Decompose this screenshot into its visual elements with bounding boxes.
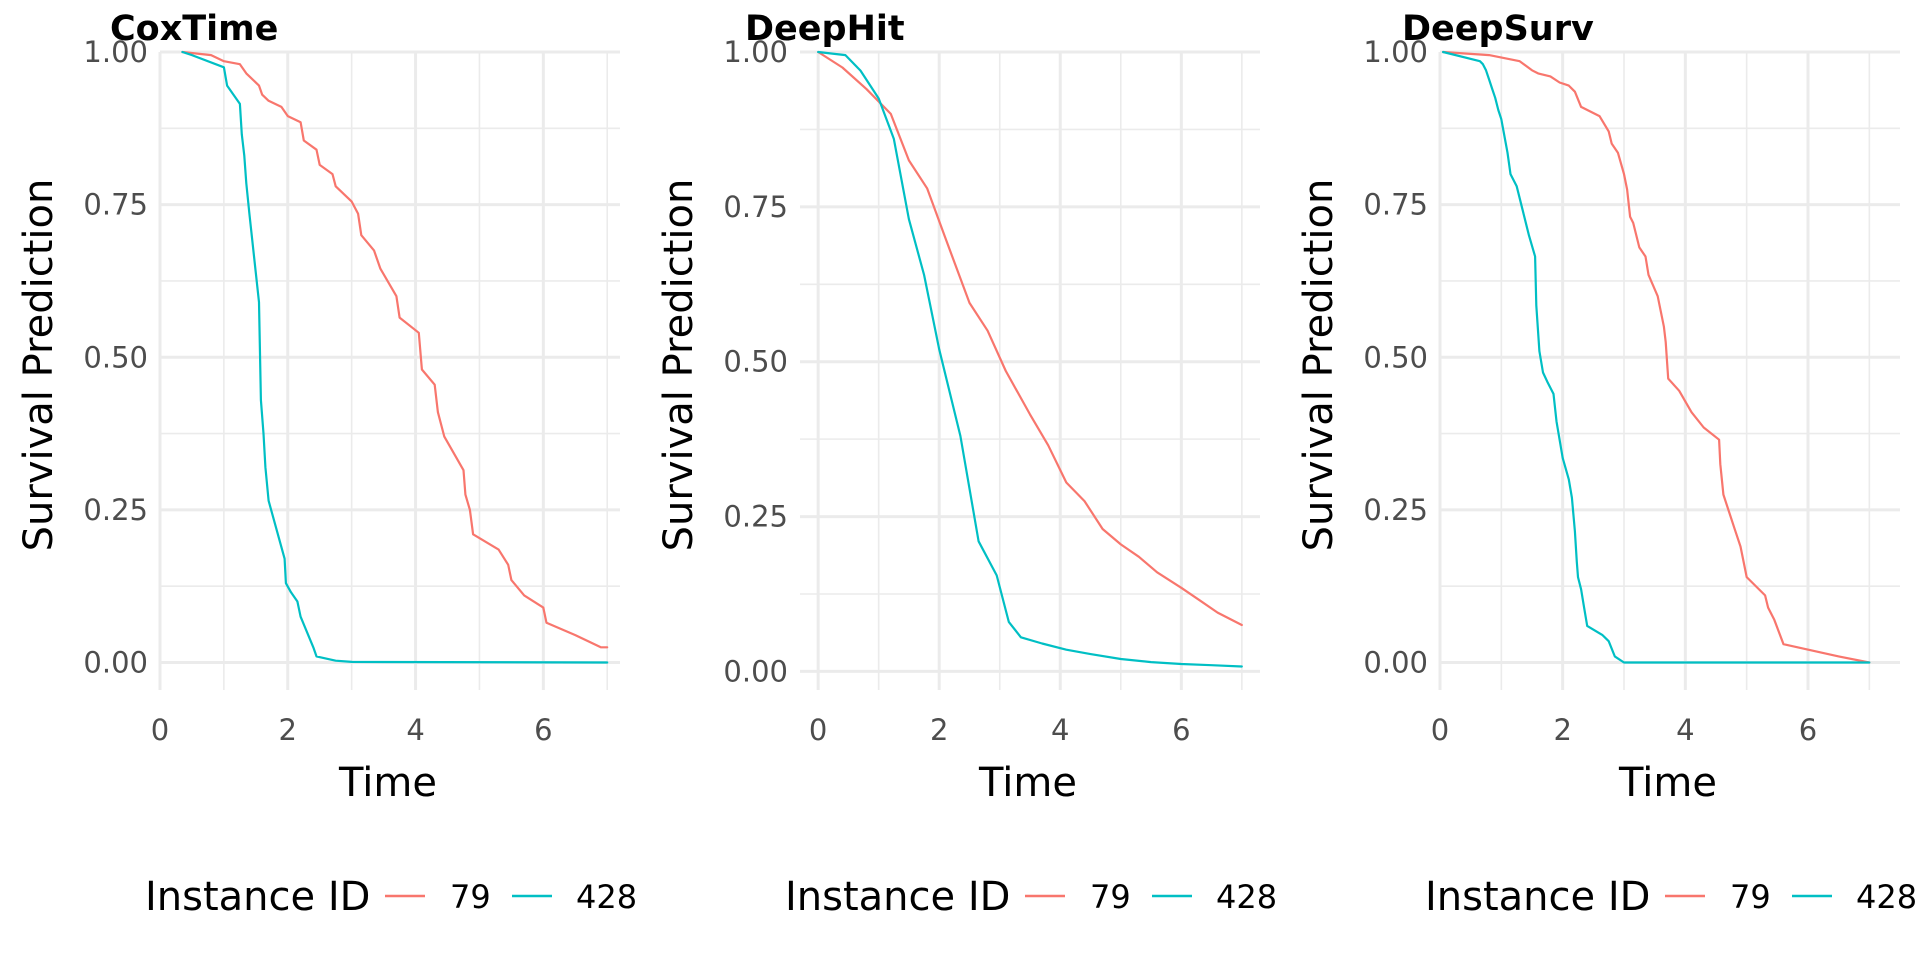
- legend-title: Instance ID: [145, 874, 370, 920]
- panel-deepsurv: 0.00 0.25 0.50 0.75 1.00 0 2 4 6 DeepSurv Survi…: [1296, 9, 1917, 920]
- legend: Instance ID 79 428: [785, 874, 1277, 920]
- x-axis-title: Time: [338, 760, 437, 806]
- series-line-428: [181, 50, 609, 664]
- y-tick-label: 0.00: [1363, 646, 1428, 680]
- series-line-79: [817, 50, 1243, 627]
- legend-label-79: 79: [450, 878, 491, 916]
- y-axis-title: Survival Prediction: [1296, 179, 1342, 552]
- y-tick-label: 1.00: [1363, 35, 1428, 69]
- legend-label-79: 79: [1090, 878, 1131, 916]
- x-tick-label: 0: [809, 713, 827, 747]
- series-line-79: [181, 50, 609, 649]
- series-lines: [817, 50, 1243, 668]
- panel-coxtime: 0.00 0.25 0.50 0.75 1.00 0 2 4 6 CoxTime Surviv…: [16, 9, 637, 920]
- y-tick-label: 0.25: [1363, 493, 1428, 527]
- grid-lines: [800, 50, 1260, 690]
- legend-title: Instance ID: [1425, 874, 1650, 920]
- x-axis-title: Time: [978, 760, 1077, 806]
- x-tick-label: 4: [1051, 713, 1069, 747]
- x-tick-labels: 0 2 4 6: [151, 713, 553, 747]
- x-tick-label: 2: [1553, 713, 1571, 747]
- x-tick-label: 0: [1431, 713, 1449, 747]
- x-tick-labels: 0 2 4 6: [809, 713, 1191, 747]
- x-tick-label: 6: [1172, 713, 1190, 747]
- panel-title: CoxTime: [110, 9, 278, 49]
- y-axis-title: Survival Prediction: [16, 179, 62, 552]
- grid-lines: [1438, 50, 1900, 690]
- x-tick-labels: 0 2 4 6: [1431, 713, 1817, 747]
- y-tick-label: 0.50: [1363, 340, 1428, 374]
- legend: Instance ID 79 428: [1425, 874, 1917, 920]
- series-line-428: [817, 50, 1243, 668]
- x-tick-label: 6: [1799, 713, 1817, 747]
- grid-lines: [158, 50, 620, 690]
- legend-label-428: 428: [1856, 878, 1917, 916]
- y-tick-labels: 0.00 0.25 0.50 0.75 1.00: [1363, 35, 1428, 680]
- y-tick-label: 0.00: [83, 646, 148, 680]
- y-tick-label: 0.50: [723, 345, 788, 379]
- y-tick-label: 0.00: [723, 654, 788, 688]
- legend: Instance ID 79 428: [145, 874, 637, 920]
- panel-title: DeepHit: [745, 9, 905, 49]
- legend-label-428: 428: [1216, 878, 1277, 916]
- x-tick-label: 0: [151, 713, 169, 747]
- y-tick-labels: 0.00 0.25 0.50 0.75 1.00: [723, 35, 788, 688]
- x-tick-label: 6: [534, 713, 552, 747]
- legend-title: Instance ID: [785, 874, 1010, 920]
- y-axis-title: Survival Prediction: [656, 179, 702, 552]
- series-lines: [181, 50, 609, 664]
- series-line-428: [1441, 50, 1871, 664]
- y-tick-label: 0.25: [83, 493, 148, 527]
- legend-label-79: 79: [1730, 878, 1771, 916]
- y-tick-label: 0.75: [1363, 188, 1428, 222]
- x-tick-label: 2: [930, 713, 948, 747]
- y-tick-label: 0.50: [83, 340, 148, 374]
- panel-deephit: 0.00 0.25 0.50 0.75 1.00 0 2 4 6 DeepHit Surviv…: [656, 9, 1277, 920]
- y-tick-label: 1.00: [83, 35, 148, 69]
- x-tick-label: 4: [1676, 713, 1694, 747]
- y-tick-label: 1.00: [723, 35, 788, 69]
- x-tick-label: 4: [406, 713, 424, 747]
- y-tick-label: 0.75: [83, 188, 148, 222]
- legend-label-428: 428: [576, 878, 637, 916]
- series-line-79: [1441, 50, 1871, 664]
- panel-title: DeepSurv: [1402, 9, 1594, 49]
- series-lines: [1441, 50, 1871, 664]
- x-axis-title: Time: [1618, 760, 1717, 806]
- y-tick-label: 0.25: [723, 500, 788, 534]
- x-tick-label: 2: [279, 713, 297, 747]
- y-tick-label: 0.75: [723, 190, 788, 224]
- y-tick-labels: 0.00 0.25 0.50 0.75 1.00: [83, 35, 148, 680]
